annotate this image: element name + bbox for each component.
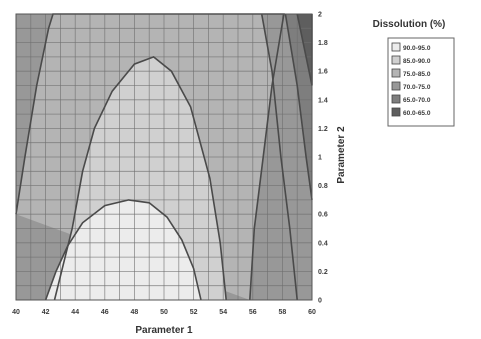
y-tick-label: 1.8 <box>318 40 328 47</box>
legend-swatch <box>391 68 401 78</box>
legend-entry-label: 65.0-70.0 <box>403 97 431 104</box>
x-tick-labels: 40 42 44 46 48 50 52 54 56 58 60 <box>12 309 316 316</box>
legend-entry-label: 90.0-95.0 <box>403 45 431 52</box>
legend-entry-label: 75.0-85.0 <box>403 71 431 78</box>
legend-entry-label: 60.0-65.0 <box>403 110 431 117</box>
y-tick-label: 0.6 <box>318 212 328 219</box>
legend-swatch <box>391 107 401 117</box>
legend-swatch <box>391 94 401 104</box>
x-tick-label: 54 <box>219 309 227 316</box>
x-tick-label: 50 <box>160 309 168 316</box>
second-region-boundary <box>53 55 227 301</box>
x-tick-label: 44 <box>71 309 79 316</box>
legend-items: 90.0-95.0 85.0-90.0 75.0-85.0 70.0-75.0 65.0… <box>391 42 431 117</box>
y-tick-label: 1.2 <box>318 126 328 133</box>
x-tick-label: 46 <box>101 309 109 316</box>
x-tick-label: 58 <box>279 309 287 316</box>
fourth-region-boundary <box>260 13 298 301</box>
y-tick-label: 1.4 <box>318 97 328 104</box>
y-tick-label: 0.2 <box>318 269 328 276</box>
y-tick-label: 0 <box>318 298 322 305</box>
grid-lines <box>16 14 312 300</box>
x-tick-label: 60 <box>308 309 316 316</box>
legend-title: Dissolution (%) <box>373 19 446 30</box>
legend-entry-label: 85.0-90.0 <box>403 58 431 65</box>
y-axis-title: Parameter 2 <box>336 126 347 184</box>
y-tick-label: 1 <box>318 155 322 162</box>
inner-region-boundary <box>44 199 202 301</box>
plot-frame <box>15 13 313 301</box>
fifth-region-boundary <box>284 13 313 201</box>
y-tick-label: 0.4 <box>318 240 328 247</box>
x-tick-label: 42 <box>42 309 50 316</box>
legend: Dissolution (%) 90.0-95.0 85.0-90.0 75.0-8… <box>373 19 455 127</box>
inner-region <box>45 199 201 300</box>
legend-swatch <box>391 42 401 52</box>
x-tick-label: 40 <box>12 309 20 316</box>
x-tick-label: 56 <box>249 309 257 316</box>
x-tick-label: 52 <box>190 309 198 316</box>
legend-swatch <box>391 81 401 91</box>
y-tick-label: 1.6 <box>318 69 328 76</box>
x-axis-title: Parameter 1 <box>135 325 193 336</box>
legend-swatch <box>391 55 401 65</box>
legend-entry-label: 70.0-75.0 <box>403 84 431 91</box>
y-tick-label: 0.8 <box>318 183 328 190</box>
y-tick-labels: 0 0.2 0.4 0.6 0.8 1 1.2 1.4 1.6 1.8 2 <box>318 12 328 305</box>
y-tick-label: 2 <box>318 12 322 19</box>
x-tick-label: 48 <box>131 309 139 316</box>
fifth-region <box>285 14 312 200</box>
